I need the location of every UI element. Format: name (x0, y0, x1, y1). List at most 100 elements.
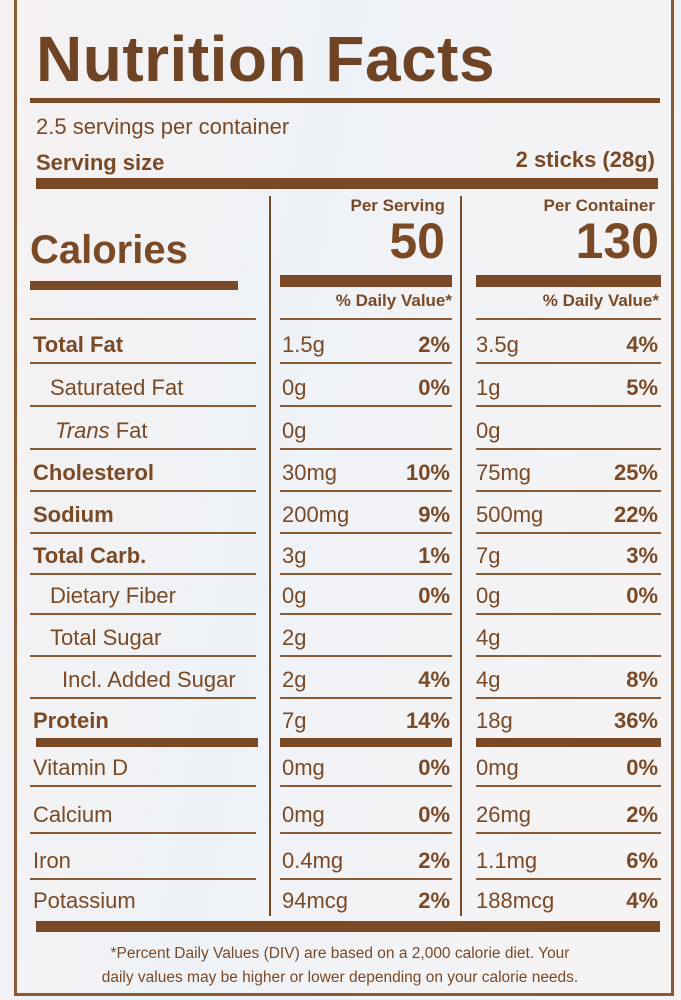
row-divider (30, 405, 256, 407)
per-container-amount: 18g (476, 708, 513, 733)
per-container-amount: 4g (476, 625, 501, 650)
per-serving-dv: 0% (418, 755, 450, 780)
per-serving-dv: 9% (418, 502, 450, 527)
row-divider (30, 362, 256, 364)
per-serving-amount: 30mg (282, 460, 338, 485)
per-serving-dv: 0% (418, 375, 450, 400)
per-serving-dv: 1% (418, 543, 450, 568)
row-divider (280, 490, 452, 492)
serving-divider (36, 178, 658, 189)
protein-divider (476, 738, 661, 747)
per-serving-amount: 0.4mg (282, 848, 344, 873)
per-serving-dv: 14% (405, 708, 450, 733)
per-serving-amount: 0g (282, 583, 307, 608)
nutrient-label-iron: Iron (33, 848, 71, 873)
row-divider (476, 832, 661, 834)
row-divider (476, 613, 661, 615)
per-serving-amount: 7g (282, 708, 307, 733)
row-divider (476, 532, 661, 534)
calories-label: Calories (30, 228, 188, 272)
per-container-dv: 3% (626, 543, 658, 568)
row-divider (280, 785, 452, 787)
nutrient-label-potassium: Potassium (33, 888, 136, 913)
protein-divider (280, 738, 452, 747)
row-divider (280, 697, 452, 699)
row-divider (280, 448, 452, 450)
row-divider (280, 832, 452, 834)
per-container-header: Per Container (543, 196, 655, 215)
row-divider (476, 878, 661, 880)
per-serving-divider (280, 275, 452, 287)
row-divider (30, 613, 256, 615)
per-serving-amount: 0mg (282, 802, 325, 827)
per-container-dv: 8% (626, 667, 658, 692)
per-container-dv: 4% (626, 888, 658, 913)
row-divider (30, 697, 256, 699)
nutrient-label-cholesterol: Cholesterol (33, 460, 155, 485)
label-title: Nutrition Facts (36, 23, 496, 95)
serving-size-label: Serving size (36, 150, 165, 175)
row-divider (476, 785, 661, 787)
per-container-dv: 25% (613, 460, 658, 485)
per-container-dv: 2% (626, 802, 658, 827)
nutrient-label-protein: Protein (33, 708, 109, 733)
per-serving-dv: 2% (418, 848, 450, 873)
per-container-amount: 0mg (476, 755, 519, 780)
per-serving-amount: 3g (282, 543, 307, 568)
row-divider (30, 832, 256, 834)
row-divider (476, 490, 661, 492)
column-divider (269, 196, 271, 916)
per-serving-amount: 94mcg (282, 888, 349, 913)
row-divider (280, 613, 452, 615)
per-serving-dv-label: % Daily Value* (335, 291, 452, 310)
per-serving-amount: 2g (282, 625, 307, 650)
title-divider (30, 98, 660, 103)
per-container-amount: 1g (476, 375, 501, 400)
nutrient-label-saturated-fat: Saturated Fat (50, 375, 184, 400)
per-serving-dv: 2% (418, 888, 450, 913)
per-serving-header: Per Serving (350, 196, 446, 215)
row-divider (30, 448, 256, 450)
per-container-calories: 130 (575, 213, 659, 269)
per-container-amount: 7g (476, 543, 501, 568)
row-divider (280, 362, 452, 364)
per-container-amount: 0g (476, 583, 501, 608)
row-divider (476, 448, 661, 450)
per-container-dv: 36% (613, 708, 658, 733)
per-container-divider (476, 275, 661, 287)
nutrient-label-sodium: Sodium (33, 502, 114, 527)
per-serving-amount: 2g (282, 667, 307, 692)
per-serving-dv: 2% (418, 332, 450, 357)
row-divider (476, 362, 661, 364)
row-divider (30, 655, 256, 657)
footnote-divider (36, 921, 660, 932)
row-divider (280, 878, 452, 880)
footnote-line-2: daily values may be higher or lower depe… (101, 969, 579, 986)
row-divider (476, 697, 661, 699)
per-container-amount: 188mcg (476, 888, 555, 913)
row-divider (30, 878, 256, 880)
row-divider (30, 573, 256, 575)
per-serving-amount: 0mg (282, 755, 325, 780)
row-divider (280, 655, 452, 657)
label-border (14, 0, 674, 996)
per-serving-dv: 10% (405, 460, 450, 485)
nutrient-label-calcium: Calcium (33, 802, 113, 827)
row-divider (280, 573, 452, 575)
per-container-dv: 6% (626, 848, 658, 873)
per-container-dv-label: % Daily Value* (542, 291, 659, 310)
per-serving-amount: 0g (282, 375, 307, 400)
per-serving-dv: 4% (418, 667, 450, 692)
per-container-amount: 75mg (476, 460, 532, 485)
nutrient-label-total-fat: Total Fat (33, 332, 124, 357)
servings-per-container: 2.5 servings per container (36, 114, 290, 139)
row-divider (30, 490, 256, 492)
per-container-amount: 4g (476, 667, 501, 692)
per-container-dv: 0% (626, 583, 658, 608)
nutrient-label-trans-fat: Trans Fat (55, 418, 148, 443)
nutrient-label-total-sugar: Total Sugar (50, 625, 162, 650)
per-container-amount: 1.1mg (476, 848, 538, 873)
nutrient-label-vitamin-d: Vitamin D (33, 755, 128, 780)
per-serving-amount: 200mg (282, 502, 350, 527)
nutrient-label-total-carb: Total Carb. (33, 543, 147, 568)
